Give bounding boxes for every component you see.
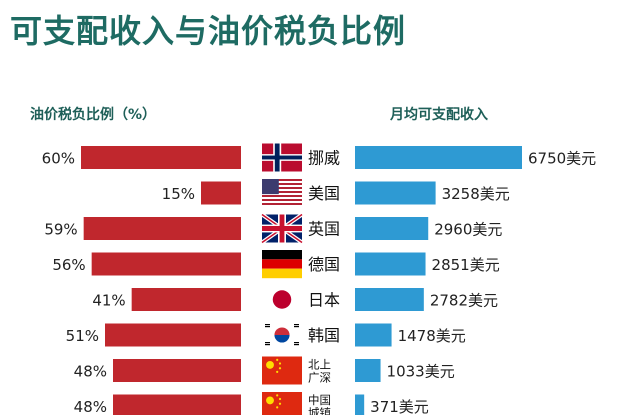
country-label: 广深 [308,371,331,385]
tax-ratio-label: 15% [162,185,195,203]
income-bar [355,146,522,169]
income-label: 2851美元 [432,256,500,274]
income-bar [355,323,392,347]
income-label: 1478美元 [398,327,466,345]
chart-row: 56% 德国 2851美元 [52,250,500,279]
income-bar [355,359,381,382]
tax-ratio-bar [113,359,241,382]
income-bar [355,394,365,415]
country-label: 美国 [308,184,340,203]
tax-ratio-label: 48% [74,398,107,415]
country-label: 中国 [308,393,331,407]
chart-row: 15% 美国 3258美元 [162,179,510,207]
chart-row: 59% 英国 2960美元 [44,212,502,245]
tax-ratio-bar [131,288,241,311]
income-bar [355,252,426,276]
country-label: 韩国 [308,326,340,345]
tax-ratio-bar [91,252,242,276]
income-bar [355,181,436,205]
tax-ratio-label: 41% [92,292,125,310]
china-flag-icon [262,356,302,385]
income-label: 3258美元 [442,185,510,203]
chart-row: 41% 日本 2782美元 [92,285,498,314]
chart-row: 51% 韩国 1478美元 [66,321,466,349]
income-label: 2782美元 [430,292,498,310]
tax-ratio-label: 51% [66,327,99,345]
country-label: 英国 [308,220,340,239]
uk-flag-icon [260,212,304,245]
country-label: 日本 [308,291,340,310]
country-label: 挪威 [308,149,340,168]
tax-ratio-label: 56% [52,256,85,274]
income-label: 1033美元 [387,363,455,381]
country-label: 城镇 [308,406,331,415]
germany-flag-icon [262,250,302,279]
income-header: 月均可支配收入 [390,107,488,123]
income-bar [355,217,429,240]
japan-flag-icon [262,285,302,314]
tax-ratio-label: 59% [44,221,77,239]
income-bar [355,288,424,311]
tax-ratio-bar [113,394,241,415]
country-label: 德国 [308,255,340,274]
tax-ratio-bar [201,181,241,205]
income-label: 2960美元 [434,221,502,239]
tax-ratio-label: 48% [74,363,107,381]
chart-row: 60% 挪威 6750美元 [42,143,596,172]
chart-title: 可支配收入与油价税负比例 [10,12,407,50]
tax-ratio-header: 油价税负比例（%） [30,107,157,123]
tax-ratio-bar [105,323,241,347]
tax-ratio-bar [81,146,241,169]
tax-ratio-label: 60% [42,150,75,168]
china-flag-icon [262,392,302,415]
income-label: 371美元 [370,398,429,415]
income-label: 6750美元 [528,150,596,168]
korea-flag-icon [262,321,302,349]
tax-ratio-bar [83,217,242,240]
norway-flag-icon [262,143,302,172]
country-label: 北上 [308,358,331,372]
usa-flag-icon [262,179,302,207]
